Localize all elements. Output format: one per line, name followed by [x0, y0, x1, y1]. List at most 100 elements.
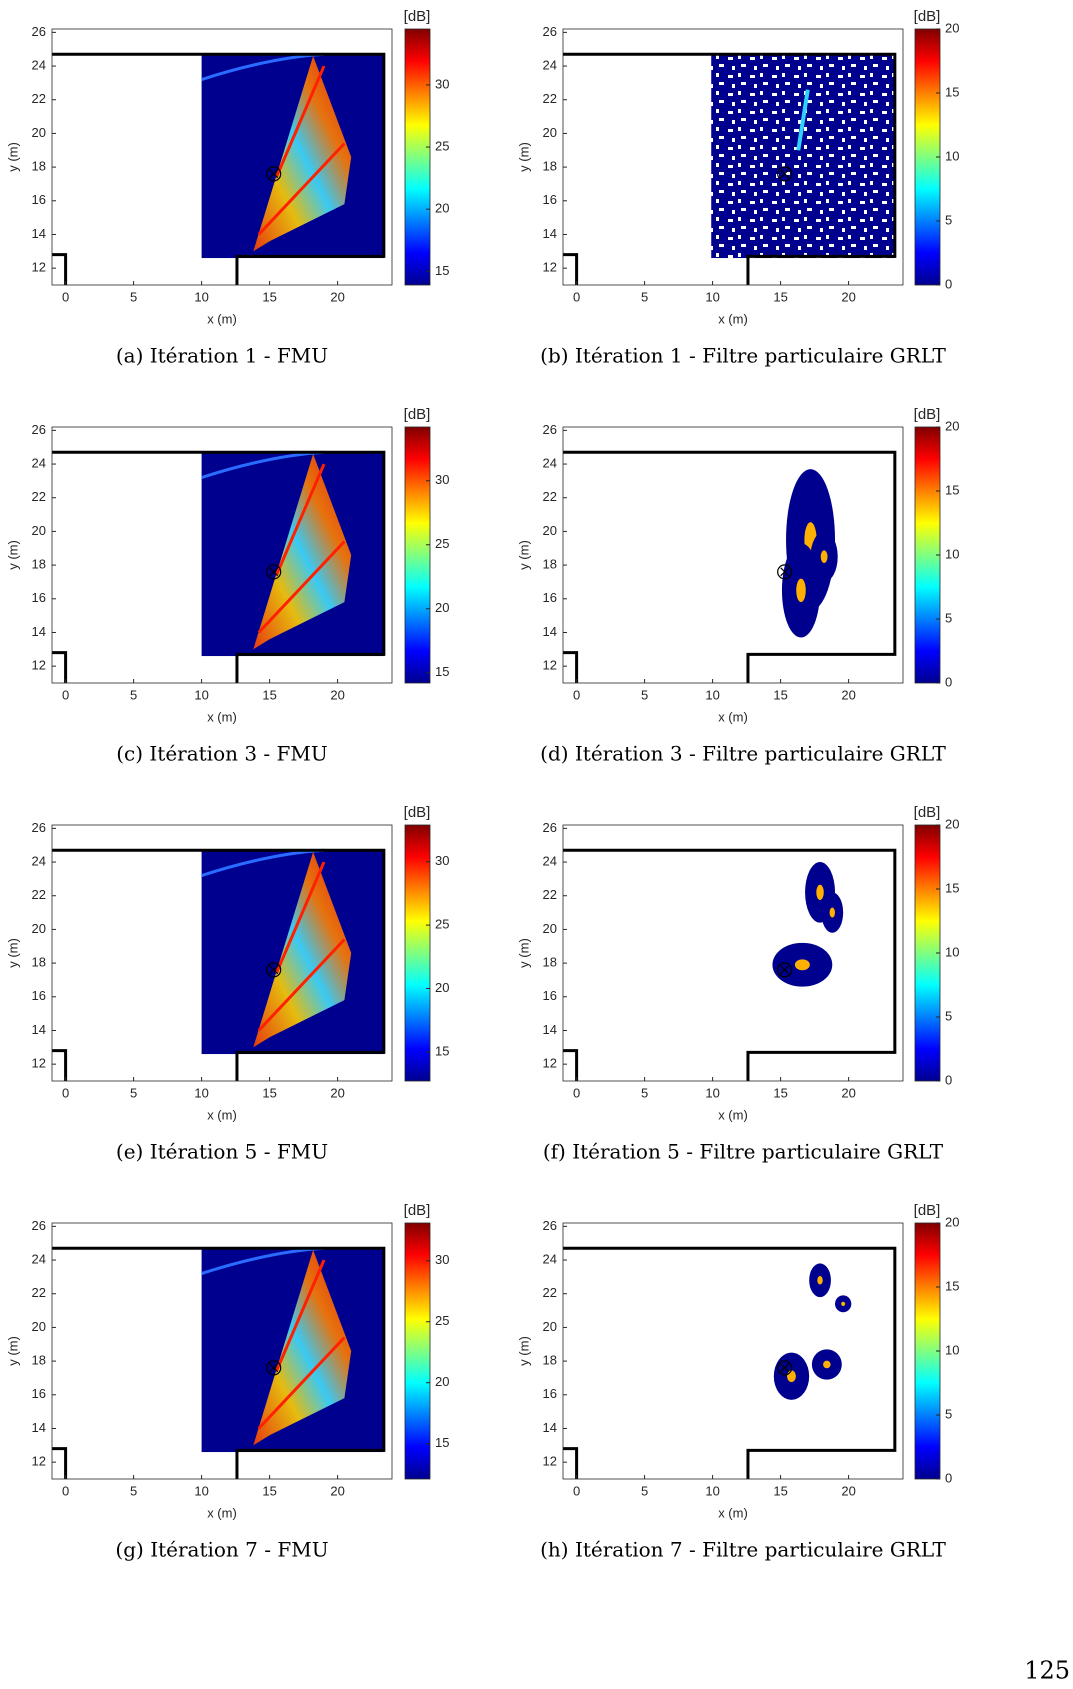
y-tick-label: 18 [32, 159, 46, 174]
particle-core [829, 907, 836, 918]
x-tick-label: 10 [705, 687, 719, 702]
x-axis-label: x (m) [207, 709, 237, 724]
colorbar-tick-label: 20 [945, 1214, 959, 1229]
x-tick-label: 15 [773, 289, 787, 304]
y-tick-label: 22 [543, 489, 557, 504]
y-tick-label: 16 [543, 192, 557, 207]
heatmap-wedge [253, 851, 352, 1048]
colorbar-label: [dB] [914, 406, 941, 423]
x-tick-label: 20 [330, 289, 344, 304]
heatmap-streak [257, 1259, 346, 1430]
colorbar-label: [dB] [914, 8, 941, 25]
colorbar-tick-label: 5 [945, 212, 952, 227]
colorbar-tick-label: 20 [945, 418, 959, 433]
y-axis-label: y (m) [516, 540, 531, 570]
colorbar-label: [dB] [914, 1202, 941, 1219]
x-tick-label: 10 [194, 1085, 208, 1100]
y-tick-label: 12 [543, 260, 557, 275]
wall [563, 450, 897, 683]
target-cross [780, 1363, 790, 1373]
panel: 0 5 10 15 20 12 14 16 18 20 22 24 26 x (m) y (m) 15 20 25… [5, 8, 449, 368]
target-marker [777, 1360, 793, 1376]
y-tick-label: 12 [32, 260, 46, 275]
colorbar [914, 824, 941, 1082]
particle-core [817, 1276, 823, 1285]
heatmap-streak [257, 65, 346, 236]
y-tick-label: 14 [543, 226, 557, 241]
x-tick-label: 5 [641, 687, 648, 702]
x-tick-label: 15 [773, 1085, 787, 1100]
axes-frame [51, 426, 393, 684]
heatmap-streak [257, 861, 346, 1032]
particle-core [787, 1370, 796, 1383]
y-tick-label: 16 [543, 1386, 557, 1401]
y-tick-label: 24 [32, 57, 46, 72]
x-tick-label: 20 [841, 687, 855, 702]
axes-frame [51, 28, 393, 286]
y-tick-label: 26 [543, 24, 557, 39]
caption: (c) Itération 3 - FMU [116, 742, 328, 766]
colorbar-tick-label: 10 [945, 148, 959, 163]
target-marker [777, 962, 793, 978]
y-tick-label: 12 [543, 658, 557, 673]
colorbar-tick-label: 20 [435, 1374, 449, 1389]
caption: (a) Itération 1 - FMU [116, 344, 328, 368]
x-tick-label: 10 [705, 1085, 719, 1100]
wall [563, 253, 579, 285]
x-tick-label: 5 [130, 687, 137, 702]
target-marker [777, 166, 793, 182]
target-cross [780, 965, 790, 975]
x-tick-label: 15 [262, 289, 276, 304]
colorbar-tick-label: 15 [435, 664, 449, 679]
wall [563, 52, 897, 285]
wall [563, 651, 579, 683]
y-tick-label: 18 [543, 1353, 557, 1368]
x-tick-label: 0 [573, 1085, 580, 1100]
wall [52, 450, 386, 683]
colorbar-tick-label: 15 [945, 880, 959, 895]
x-tick-label: 5 [130, 1483, 137, 1498]
x-tick-label: 5 [641, 1483, 648, 1498]
colorbar-tick-label: 0 [945, 1072, 952, 1087]
y-tick-label: 20 [32, 523, 46, 538]
colorbar-tick-label: 0 [945, 276, 952, 291]
y-tick-label: 26 [32, 422, 46, 437]
x-tick-label: 20 [841, 1483, 855, 1498]
colorbar-tick-label: 5 [945, 610, 952, 625]
particle-core [820, 550, 828, 563]
colorbar-tick-label: 0 [945, 674, 952, 689]
x-tick-label: 15 [262, 1085, 276, 1100]
colorbar-tick-label: 20 [435, 600, 449, 615]
colorbar-label: [dB] [404, 406, 431, 423]
y-tick-label: 14 [543, 624, 557, 639]
colorbar [914, 426, 941, 684]
y-tick-label: 12 [32, 1454, 46, 1469]
axes-frame [562, 28, 904, 286]
colorbar-tick-label: 15 [435, 263, 449, 278]
particle-core [841, 1301, 846, 1306]
wall [52, 1246, 386, 1479]
wall [563, 1447, 579, 1479]
y-axis-label: y (m) [5, 540, 20, 570]
colorbar-tick-label: 10 [945, 546, 959, 561]
y-tick-label: 18 [543, 557, 557, 572]
particle-core [794, 959, 810, 971]
y-axis-label: y (m) [516, 938, 531, 968]
x-axis-label: x (m) [718, 1505, 748, 1520]
colorbar [404, 426, 431, 684]
colorbar-tick-label: 30 [435, 853, 449, 868]
y-tick-label: 26 [32, 24, 46, 39]
y-tick-label: 14 [32, 1420, 46, 1435]
x-tick-label: 10 [705, 289, 719, 304]
y-tick-label: 24 [543, 853, 557, 868]
x-tick-label: 15 [262, 1483, 276, 1498]
colorbar-tick-label: 20 [435, 980, 449, 995]
x-tick-label: 5 [130, 289, 137, 304]
y-tick-label: 24 [32, 853, 46, 868]
colorbar-tick-label: 25 [435, 536, 449, 551]
target-cross [780, 169, 790, 179]
y-tick-label: 22 [32, 1285, 46, 1300]
colorbar [404, 824, 431, 1082]
x-tick-label: 20 [841, 289, 855, 304]
